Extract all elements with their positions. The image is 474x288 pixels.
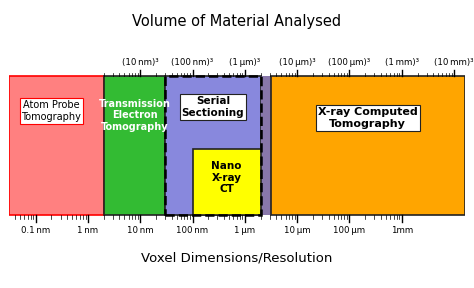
Title: Volume of Material Analysed: Volume of Material Analysed bbox=[132, 14, 342, 29]
Text: (10 nm)³: (10 nm)³ bbox=[122, 58, 159, 67]
Text: Transmission
Electron
Tomography: Transmission Electron Tomography bbox=[99, 98, 171, 132]
Text: X-ray Computed
Tomography: X-ray Computed Tomography bbox=[318, 107, 418, 129]
Text: 100 μm: 100 μm bbox=[333, 226, 365, 235]
Text: 1 nm: 1 nm bbox=[77, 226, 99, 235]
Text: Voxel Dimensions/Resolution: Voxel Dimensions/Resolution bbox=[141, 251, 333, 264]
Text: 1mm: 1mm bbox=[391, 226, 413, 235]
Bar bbox=[9, 76, 104, 215]
Text: 100 nm: 100 nm bbox=[176, 226, 209, 235]
Text: Nano
X-ray
CT: Nano X-ray CT bbox=[211, 161, 242, 194]
Text: 0.1 nm: 0.1 nm bbox=[21, 226, 50, 235]
Text: Serial
Sectioning: Serial Sectioning bbox=[182, 96, 244, 118]
Text: (10 μm)³: (10 μm)³ bbox=[279, 58, 316, 67]
Text: 1 μm: 1 μm bbox=[234, 226, 255, 235]
Text: (100 μm)³: (100 μm)³ bbox=[328, 58, 371, 67]
Text: 10 μm: 10 μm bbox=[284, 226, 310, 235]
Text: (1 μm)³: (1 μm)³ bbox=[229, 58, 261, 67]
Text: (100 nm)³: (100 nm)³ bbox=[172, 58, 214, 67]
Bar bbox=[104, 76, 165, 215]
Bar bbox=[261, 76, 271, 215]
Text: (1 mm)³: (1 mm)³ bbox=[385, 58, 419, 67]
Bar bbox=[271, 76, 465, 215]
Text: 10 nm: 10 nm bbox=[127, 226, 154, 235]
Text: (10 mm)³: (10 mm)³ bbox=[434, 58, 474, 67]
Bar bbox=[165, 76, 261, 215]
Text: Atom Probe
Tomography: Atom Probe Tomography bbox=[21, 100, 81, 122]
Bar bbox=[165, 76, 261, 215]
Bar bbox=[192, 149, 261, 215]
